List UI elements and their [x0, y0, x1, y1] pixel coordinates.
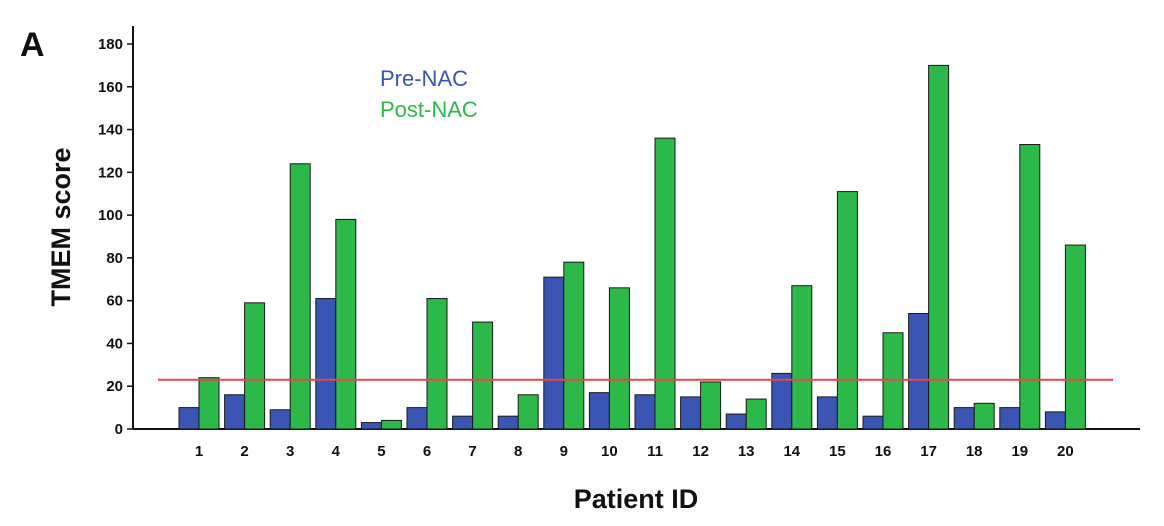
bar-pre-nac — [224, 394, 246, 430]
x-tick-label: 16 — [875, 443, 892, 460]
x-tick-label: 20 — [1057, 443, 1074, 460]
legend: Pre-NAC Post-NAC — [380, 66, 478, 122]
y-tick-label: 80 — [106, 250, 123, 267]
bar-post-nac — [882, 332, 904, 430]
x-tick-label: 2 — [240, 443, 248, 460]
y-tick-label: 40 — [106, 335, 123, 352]
bar-post-nac — [654, 137, 676, 430]
bar-post-nac — [928, 64, 950, 430]
bar-pre-nac — [771, 372, 793, 430]
bar-post-nac — [426, 298, 448, 430]
bar-post-nac — [563, 261, 585, 430]
bar-post-nac — [745, 398, 767, 430]
bar-post-nac — [335, 218, 357, 430]
bar-post-nac — [517, 394, 539, 430]
x-tick-label: 14 — [783, 443, 800, 460]
x-tick-label: 18 — [966, 443, 983, 460]
y-tick-label: 100 — [98, 207, 123, 224]
x-axis-title: Patient ID — [574, 484, 699, 514]
bar-pre-nac — [315, 298, 337, 430]
bar-pre-nac — [680, 396, 702, 430]
y-tick-label: 0 — [115, 421, 123, 438]
bar-pre-nac — [634, 394, 656, 430]
y-tick-label: 180 — [98, 36, 123, 53]
y-tick-label: 140 — [98, 122, 123, 139]
x-tick-label: 5 — [377, 443, 385, 460]
x-tick-label: 4 — [332, 443, 341, 460]
legend-item-pre-nac: Pre-NAC — [380, 66, 468, 91]
bar-pre-nac — [725, 413, 747, 430]
x-tick-label: 10 — [601, 443, 618, 460]
panel-label: A — [20, 26, 45, 64]
bar-pre-nac — [953, 407, 975, 430]
bar-pre-nac — [908, 313, 930, 430]
y-tick-label: 20 — [106, 378, 123, 395]
bar-pre-nac — [816, 396, 838, 430]
x-tick-label: 11 — [647, 443, 663, 460]
bar-pre-nac — [588, 392, 610, 430]
x-tick-label: 15 — [829, 443, 846, 460]
bar-post-nac — [289, 163, 311, 430]
bar-post-nac — [198, 377, 220, 430]
bar-pre-nac — [269, 409, 291, 430]
bar-pre-nac — [452, 415, 474, 430]
bar-pre-nac — [406, 407, 428, 430]
bars-group — [178, 64, 1086, 430]
y-axis-title: TMEM score — [46, 147, 76, 306]
bar-post-nac — [380, 419, 402, 430]
bar-post-nac — [472, 321, 494, 430]
bar-pre-nac — [999, 407, 1021, 430]
bar-post-nac — [1064, 244, 1086, 430]
x-tick-label: 3 — [286, 443, 294, 460]
x-tick-label: 12 — [692, 443, 709, 460]
y-tick-label: 160 — [98, 79, 123, 96]
bar-pre-nac — [178, 407, 200, 430]
legend-item-post-nac: Post-NAC — [380, 97, 478, 122]
x-axis: 1 2 3 4 5 6 7 8 9 10 11 12 13 14 15 16 17 18 19 20 — [133, 428, 1140, 460]
bar-pre-nac — [1044, 411, 1066, 430]
bar-pre-nac — [862, 415, 884, 430]
x-tick-label: 1 — [195, 443, 203, 460]
bar-post-nac — [1019, 144, 1041, 430]
x-tick-label: 13 — [738, 443, 755, 460]
y-tick-label: 60 — [106, 293, 123, 310]
bar-post-nac — [973, 402, 995, 430]
y-tick-label: 120 — [98, 164, 123, 181]
x-tick-label: 19 — [1011, 443, 1028, 460]
bar-post-nac — [700, 381, 722, 430]
bar-post-nac — [791, 285, 813, 430]
x-tick-label: 7 — [468, 443, 476, 460]
bar-post-nac — [608, 287, 630, 430]
bar-pre-nac — [360, 422, 382, 430]
bar-post-nac — [244, 302, 266, 430]
x-tick-label: 9 — [560, 443, 568, 460]
x-tick-label: 8 — [514, 443, 522, 460]
bar-pre-nac — [497, 415, 519, 430]
x-tick-label: 6 — [423, 443, 431, 460]
bar-pre-nac — [543, 276, 565, 430]
x-tick-label: 17 — [920, 443, 937, 460]
y-axis: 0 20 40 60 80 100 120 140 160 180 — [98, 26, 134, 438]
bar-post-nac — [836, 191, 858, 430]
